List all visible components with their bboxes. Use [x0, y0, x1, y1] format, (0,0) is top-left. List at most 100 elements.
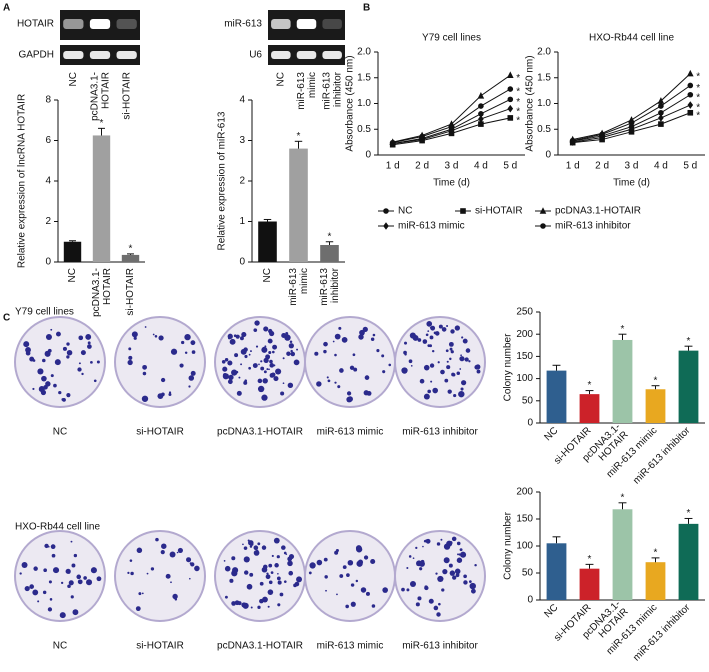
gel-band: [89, 51, 111, 59]
y-tick-label: 250: [516, 307, 533, 318]
colony: [327, 379, 331, 383]
colony: [146, 572, 149, 575]
colony: [308, 571, 312, 575]
colony: [232, 567, 239, 574]
colony: [161, 543, 167, 549]
y-tick-label: 2.0: [537, 47, 551, 58]
x-tick-label: NC: [542, 602, 560, 620]
colony: [455, 573, 460, 578]
colony: [32, 589, 39, 596]
colony: [458, 553, 461, 556]
colony: [260, 360, 263, 363]
colony: [53, 383, 57, 388]
data-point: [478, 121, 484, 127]
bar: [546, 370, 567, 423]
colony: [359, 329, 365, 336]
y-tick-label: 0.5: [537, 124, 551, 135]
colony: [86, 579, 93, 586]
colony: [72, 609, 79, 616]
colony: [309, 562, 316, 569]
colony: [71, 563, 76, 568]
y-tick-label: 0: [365, 150, 371, 161]
colony: [441, 588, 445, 592]
bar: [645, 562, 666, 600]
legend-marker: [540, 223, 546, 229]
gel-lane-label: pcDNA3.1-HOTAIR: [89, 72, 111, 121]
colony: [262, 596, 268, 603]
y-tick-label: 1.0: [537, 98, 551, 109]
colony: [248, 353, 251, 356]
colony: [437, 575, 444, 583]
colony: [248, 366, 252, 370]
colony: [435, 572, 438, 575]
colony: [469, 580, 472, 584]
x-tick-label: miR-613 inhibitor: [631, 602, 693, 664]
colony: [45, 333, 52, 340]
y-tick-label: 4: [45, 176, 51, 187]
colony: [447, 389, 452, 394]
colony: [346, 396, 353, 403]
colony: [224, 565, 231, 572]
y-tick-label: 0.5: [357, 124, 371, 135]
colony: [264, 345, 267, 348]
gel-lane-label: NC: [275, 72, 286, 86]
colony: [248, 540, 254, 546]
plate-label: pcDNA3.1-HOTAIR: [217, 641, 303, 652]
colony: [66, 349, 73, 356]
colony: [87, 344, 92, 349]
colony: [423, 393, 430, 400]
colony: [469, 582, 476, 590]
colony: [342, 565, 347, 570]
colony: [293, 359, 300, 366]
colony: [341, 336, 348, 343]
colony: [458, 390, 465, 398]
x-tick-label: miR-613inhibitor: [319, 267, 341, 305]
colony: [449, 357, 452, 361]
colony: [77, 367, 82, 372]
colony: [293, 583, 297, 588]
colony: [277, 580, 282, 585]
colony: [221, 359, 226, 364]
x-tick-label: 1 d: [566, 161, 580, 172]
colony: [68, 580, 74, 586]
colony: [96, 360, 100, 364]
data-point: [687, 69, 694, 77]
colony: [425, 333, 429, 337]
colony: [238, 376, 241, 379]
colony: [154, 335, 158, 338]
colony: [229, 578, 234, 583]
x-tick-label: NC: [67, 268, 78, 282]
colony: [37, 600, 40, 603]
colony: [249, 545, 253, 548]
gel-band: [296, 19, 317, 29]
colony: [247, 539, 250, 542]
colony: [41, 375, 47, 382]
colony: [250, 350, 252, 353]
colony: [332, 340, 335, 343]
colony: [323, 557, 328, 562]
colony: [269, 363, 275, 368]
colony: [24, 585, 30, 592]
y-tick-label: 1.5: [357, 72, 371, 83]
colony: [223, 560, 226, 562]
data-point: [478, 111, 484, 117]
colony: [471, 588, 476, 594]
colony: [227, 360, 233, 366]
colony: [452, 373, 456, 377]
colony: [433, 605, 439, 611]
colony: [415, 546, 418, 550]
colony: [250, 606, 253, 609]
chart-title: Y79 cell lines: [422, 33, 481, 44]
gel-band: [271, 51, 291, 59]
colony: [273, 376, 279, 382]
bar: [320, 244, 339, 262]
colony: [184, 333, 191, 341]
legend-marker: [460, 208, 466, 214]
colony: [345, 604, 349, 609]
colony: [130, 571, 134, 576]
colony: [456, 557, 463, 563]
colony: [346, 573, 350, 577]
gel-band: [89, 19, 111, 29]
colony: [59, 612, 66, 619]
x-tick-label: NC: [262, 268, 273, 282]
